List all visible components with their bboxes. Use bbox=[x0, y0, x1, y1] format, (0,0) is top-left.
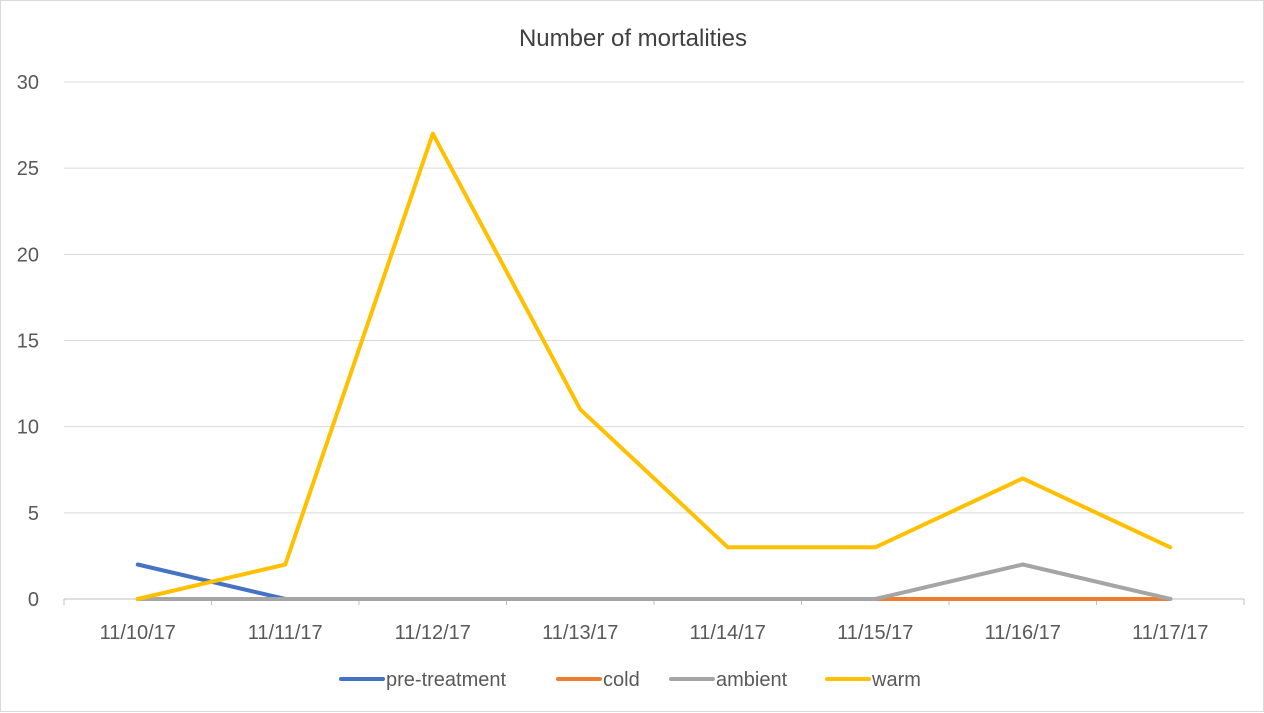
x-tick-label: 11/14/17 bbox=[690, 622, 766, 644]
y-tick-label: 30 bbox=[17, 72, 39, 94]
y-tick-label: 15 bbox=[17, 331, 39, 353]
y-tick-label: 20 bbox=[17, 244, 39, 266]
series-line-ambient bbox=[135, 562, 1173, 601]
y-tick-label: 25 bbox=[17, 158, 39, 180]
x-tick-label: 11/16/17 bbox=[985, 622, 1061, 644]
chart-title: Number of mortalities bbox=[519, 25, 747, 52]
series-lines bbox=[135, 131, 1173, 601]
x-tick-label: 11/15/17 bbox=[837, 622, 913, 644]
x-tick-label: 11/10/17 bbox=[100, 622, 176, 644]
x-axis: 11/10/17 11/11/17 11/12/17 11/13/17 11/14/17… bbox=[63, 598, 1245, 644]
x-tick-label: 11/13/17 bbox=[542, 622, 618, 644]
legend-label: cold bbox=[603, 669, 640, 691]
y-tick-label: 10 bbox=[17, 417, 39, 439]
y-tick-label: 5 bbox=[28, 503, 39, 525]
y-axis: 0 5 10 15 20 25 30 bbox=[17, 72, 39, 611]
x-tick-label: 11/12/17 bbox=[395, 622, 471, 644]
legend: pre-treatment cold ambient warm bbox=[339, 669, 921, 691]
x-tick-label: 11/17/17 bbox=[1132, 622, 1208, 644]
legend-label: ambient bbox=[716, 669, 788, 691]
x-tick-label: 11/11/17 bbox=[248, 622, 323, 644]
legend-label: pre-treatment bbox=[386, 669, 506, 691]
series-line-warm bbox=[135, 131, 1173, 601]
legend-label: warm bbox=[871, 669, 921, 691]
y-tick-label: 0 bbox=[28, 589, 39, 611]
gridlines bbox=[64, 81, 1244, 514]
